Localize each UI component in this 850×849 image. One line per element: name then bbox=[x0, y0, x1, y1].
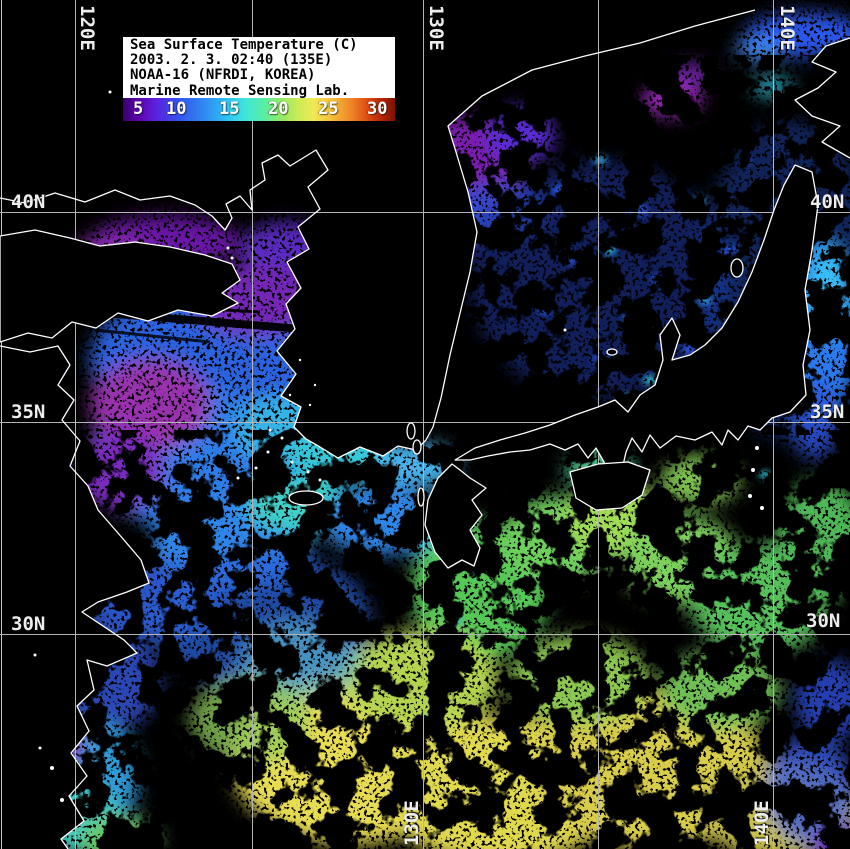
coastline-hokkaido bbox=[794, 37, 850, 159]
colorbar-tick-15: 15 bbox=[219, 99, 240, 119]
island-jeju bbox=[288, 490, 324, 506]
coastline-south-china bbox=[0, 345, 150, 849]
grid-label-40n-left: 40N bbox=[11, 191, 46, 213]
title-line-datetime: 2003. 2. 3. 02:40 (135E) bbox=[130, 52, 333, 69]
island-dots-layer bbox=[33, 90, 764, 802]
grid-label-30n-right: 30N bbox=[806, 610, 841, 632]
island-goto bbox=[417, 487, 425, 507]
grid-label-120e-top: 120E bbox=[76, 5, 98, 51]
colorbar-tick-10: 10 bbox=[166, 99, 187, 119]
grid-label-30n-left: 30N bbox=[11, 613, 46, 635]
island-oki bbox=[606, 348, 618, 356]
colorbar-tick-20: 20 bbox=[268, 99, 289, 119]
temperature-colorbar: 5 10 15 20 25 30 bbox=[123, 98, 395, 121]
coastline-honshu bbox=[454, 164, 819, 489]
map-title-box: Sea Surface Temperature (C) 2003. 2. 3. … bbox=[123, 37, 395, 98]
grid-label-40n-right: 40N bbox=[810, 191, 845, 213]
title-line-satellite: NOAA-16 (NFRDI, KOREA) bbox=[130, 67, 316, 84]
grid-label-35n-right: 35N bbox=[810, 401, 845, 423]
coastline-kyushu bbox=[424, 463, 487, 569]
grid-label-140e-top: 140E bbox=[776, 5, 798, 51]
grid-label-35n-left: 35N bbox=[11, 401, 46, 423]
colorbar-tick-25: 25 bbox=[318, 99, 339, 119]
grid-label-130e-bottom: 130E bbox=[401, 800, 423, 846]
coastline-china-korea bbox=[0, 9, 756, 459]
land-hokkaido bbox=[795, 38, 850, 158]
coastline-shikoku bbox=[569, 461, 651, 511]
island-tsushima-north bbox=[406, 422, 416, 440]
grid-label-130e-top: 130E bbox=[425, 5, 447, 51]
colorbar-tick-5: 5 bbox=[133, 99, 144, 119]
colorbar-tick-30: 30 bbox=[367, 99, 388, 119]
land-south-china bbox=[0, 346, 149, 849]
coastline-shandong bbox=[0, 229, 241, 343]
title-line-product: Sea Surface Temperature (C) bbox=[130, 37, 358, 53]
island-sado bbox=[730, 258, 744, 278]
island-tsushima-south bbox=[412, 439, 422, 455]
title-line-lab: Marine Remote Sensing Lab. bbox=[130, 82, 350, 98]
grid-label-140e-bottom: 140E bbox=[751, 800, 773, 846]
coastline-layer bbox=[0, 9, 850, 849]
